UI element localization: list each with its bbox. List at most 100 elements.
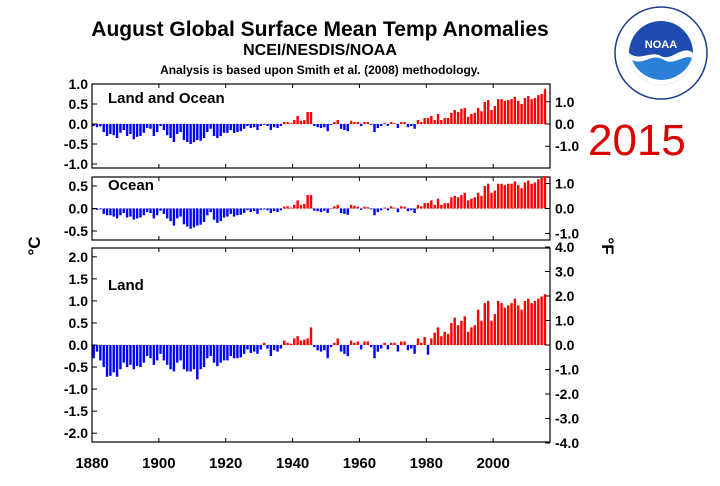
bar bbox=[490, 192, 493, 209]
bar bbox=[293, 120, 296, 124]
bar bbox=[486, 100, 490, 124]
bar bbox=[433, 120, 436, 124]
bar bbox=[513, 96, 517, 124]
bar bbox=[450, 322, 453, 345]
bar bbox=[483, 186, 487, 209]
bar bbox=[112, 345, 115, 373]
bar bbox=[172, 345, 176, 372]
bar bbox=[162, 208, 166, 214]
bar bbox=[463, 316, 466, 345]
bar bbox=[393, 207, 396, 209]
bar bbox=[259, 124, 263, 126]
bar bbox=[222, 345, 226, 361]
bar bbox=[159, 345, 162, 354]
bar bbox=[219, 208, 222, 222]
bar bbox=[359, 208, 363, 210]
bar bbox=[527, 180, 530, 209]
y-tick-label-left: -0.5 bbox=[64, 136, 88, 152]
bar bbox=[396, 345, 400, 352]
bar bbox=[239, 124, 242, 132]
y-tick-label-left: -2.0 bbox=[64, 425, 88, 441]
bar bbox=[249, 124, 252, 128]
bar bbox=[296, 116, 299, 124]
y-tick-label-right: 2.0 bbox=[555, 288, 575, 304]
bar bbox=[232, 208, 236, 217]
bar bbox=[530, 183, 533, 209]
bar bbox=[403, 206, 406, 209]
bar bbox=[383, 207, 386, 209]
bar bbox=[162, 124, 166, 130]
bar bbox=[366, 207, 370, 209]
bar bbox=[99, 345, 102, 361]
bar bbox=[433, 204, 436, 209]
bar bbox=[149, 345, 152, 359]
bar bbox=[523, 98, 527, 124]
y-tick-label-right: 1.0 bbox=[555, 94, 575, 110]
bar bbox=[443, 331, 446, 345]
bar bbox=[410, 124, 413, 126]
bar bbox=[236, 124, 239, 132]
bar bbox=[503, 100, 507, 124]
bar bbox=[232, 345, 236, 359]
y-tick-label-left: 0.5 bbox=[69, 178, 89, 194]
y-tick-label-right: 4.0 bbox=[555, 239, 575, 255]
bar bbox=[416, 120, 420, 124]
bar bbox=[112, 208, 115, 217]
bar bbox=[162, 345, 166, 361]
bar bbox=[262, 342, 266, 345]
bar bbox=[440, 204, 443, 209]
left-unit-label: °C bbox=[25, 236, 44, 255]
bar bbox=[470, 327, 473, 345]
bar bbox=[329, 124, 333, 125]
bar bbox=[115, 345, 119, 377]
bar bbox=[369, 208, 373, 210]
bar bbox=[202, 124, 206, 138]
bar bbox=[196, 208, 199, 226]
bar bbox=[500, 99, 503, 124]
bar bbox=[460, 195, 463, 209]
bar bbox=[500, 303, 503, 345]
bar bbox=[182, 124, 186, 140]
bar bbox=[262, 124, 266, 125]
bar bbox=[333, 342, 336, 345]
bar bbox=[486, 183, 490, 209]
bar bbox=[339, 208, 343, 213]
bar bbox=[426, 118, 430, 124]
bar bbox=[420, 342, 423, 345]
y-tick-label-right: -2.0 bbox=[555, 386, 579, 402]
bar bbox=[510, 183, 513, 209]
bar bbox=[196, 124, 199, 140]
bar bbox=[316, 208, 319, 212]
bar bbox=[349, 204, 353, 209]
bar bbox=[236, 208, 239, 216]
bar bbox=[216, 208, 219, 223]
bar bbox=[206, 208, 209, 216]
bar bbox=[293, 338, 296, 345]
bar bbox=[480, 320, 483, 345]
y-tick-label-left: 0.0 bbox=[69, 201, 89, 217]
bar bbox=[119, 208, 122, 216]
bar bbox=[369, 345, 373, 348]
bar bbox=[283, 206, 286, 209]
bar bbox=[493, 314, 497, 345]
bar bbox=[169, 124, 172, 138]
bar bbox=[92, 124, 95, 126]
bar bbox=[236, 345, 239, 359]
bar bbox=[496, 183, 500, 209]
bar bbox=[242, 208, 246, 213]
bar bbox=[533, 300, 537, 345]
bar bbox=[316, 124, 319, 128]
bar bbox=[423, 118, 426, 124]
y-tick-label-left: -0.5 bbox=[64, 359, 88, 375]
bar bbox=[376, 345, 380, 352]
bar bbox=[219, 345, 222, 363]
bar bbox=[523, 182, 527, 209]
bar bbox=[99, 208, 102, 210]
bar bbox=[192, 345, 196, 370]
bar bbox=[343, 345, 346, 354]
y-tick-label-left: 1.5 bbox=[69, 271, 89, 287]
bar bbox=[142, 345, 146, 363]
bar bbox=[129, 124, 132, 134]
bar bbox=[430, 116, 433, 124]
